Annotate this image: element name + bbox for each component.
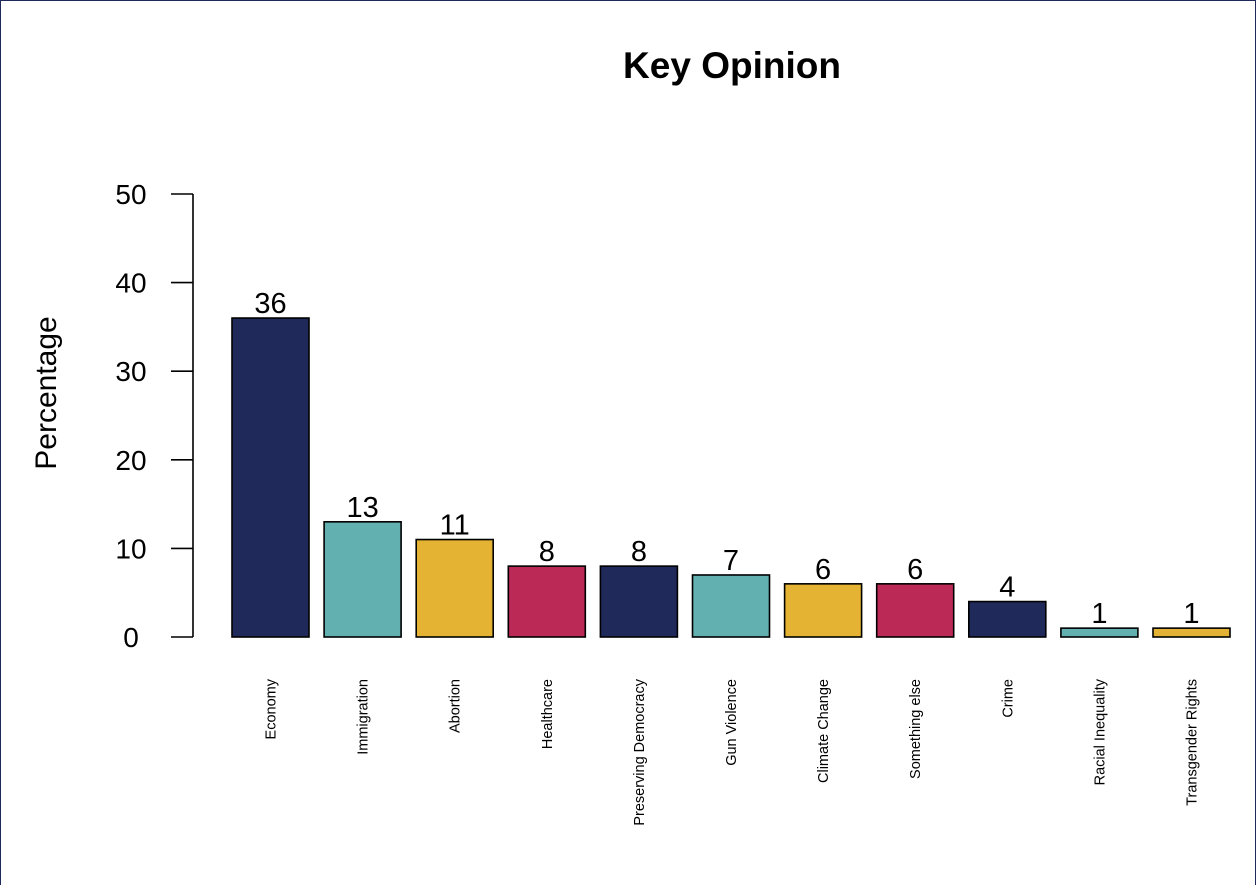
bar-value-label: 1	[1091, 598, 1107, 630]
bar-transgender-rights	[1152, 627, 1231, 638]
x-tick-label: Racial Inequality	[1092, 678, 1108, 785]
bar-value-label: 8	[631, 536, 647, 568]
bar-value-label: 7	[723, 545, 739, 577]
bar-economy	[231, 317, 310, 638]
x-tick-label: Preserving Democracy	[632, 678, 648, 825]
bar-healthcare	[507, 565, 587, 638]
x-tick-label: Abortion	[448, 679, 464, 733]
y-tick-label: 10	[115, 533, 146, 564]
bar-value-label: 36	[254, 288, 286, 320]
y-axis-title: Percentage	[30, 316, 63, 469]
y-tick-label: 50	[115, 179, 146, 210]
chart-title: Key Opinion	[623, 45, 841, 86]
bar-value-label: 13	[346, 492, 378, 524]
y-tick-label: 40	[115, 268, 146, 299]
y-tick-label: 20	[115, 445, 146, 476]
bar-value-label: 6	[907, 554, 923, 586]
bar-value-label: 11	[440, 510, 470, 542]
bar-gun-violence	[691, 574, 771, 638]
x-tick-label: Economy	[264, 678, 280, 739]
x-tick-label: Crime	[1000, 679, 1016, 718]
bar-racial-inequality	[1060, 627, 1139, 638]
bar-value-label: 4	[999, 572, 1015, 604]
bar-crime	[967, 600, 1047, 638]
x-tick-label: Climate Change	[816, 679, 832, 783]
bar-value-label: 8	[539, 536, 555, 568]
y-tick-label: 0	[123, 622, 139, 653]
x-tick-label: Healthcare	[540, 679, 556, 749]
y-tick-label: 30	[115, 356, 146, 387]
bar-value-label: 1	[1183, 598, 1199, 630]
x-tick-label: Immigration	[356, 679, 372, 755]
bar-value-label: 6	[815, 554, 831, 586]
y-axis: 0 10 20 30 40 50	[115, 179, 194, 653]
x-tick-label: Gun Violence	[724, 679, 740, 766]
bar-climate-change	[783, 583, 863, 638]
x-tick-label: Something else	[908, 679, 924, 779]
bar-abortion	[415, 538, 495, 638]
bar-immigration	[323, 521, 402, 638]
bars-group	[231, 317, 1231, 638]
category-labels-group: Economy Immigration Abortion Healthcare Pres…	[264, 678, 1201, 825]
x-tick-label: Transgender Rights	[1185, 679, 1201, 806]
bar-something-else	[875, 583, 955, 638]
bar-preserving-democracy	[599, 565, 679, 638]
